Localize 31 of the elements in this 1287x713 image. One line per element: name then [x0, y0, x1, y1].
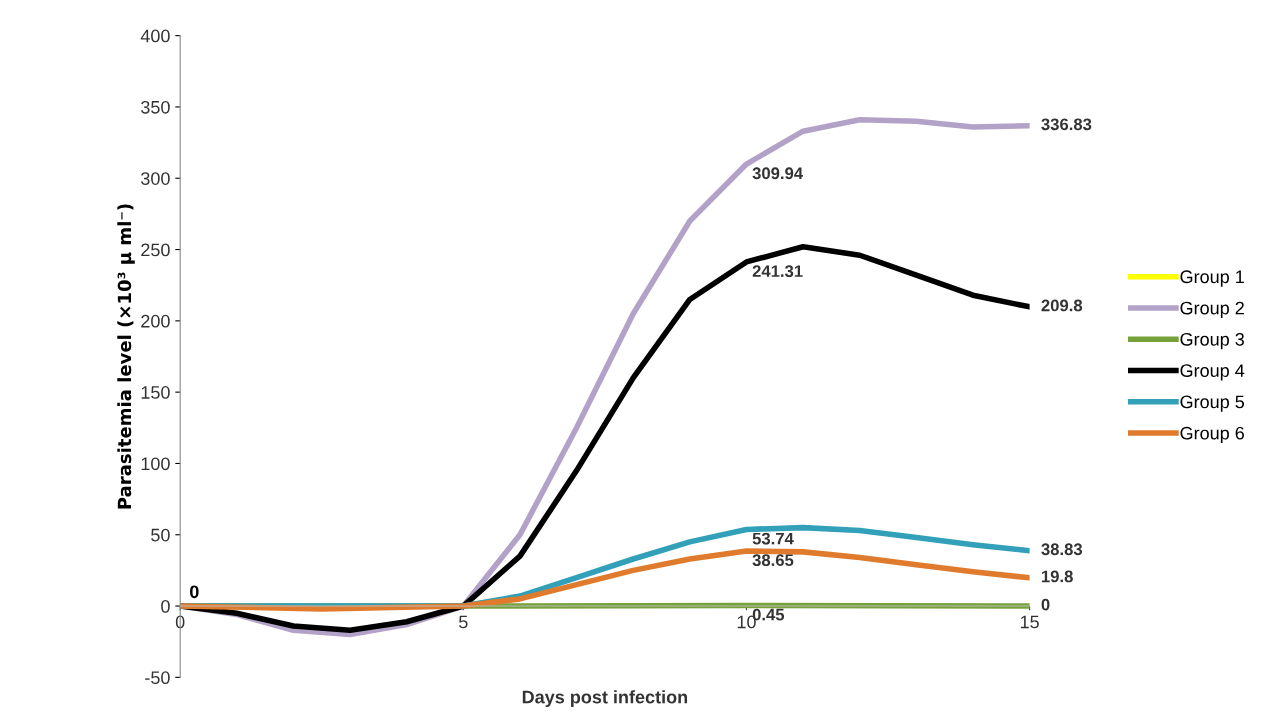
x-tick-label: 15 [1020, 615, 1039, 629]
data-label: 209.8 [1041, 299, 1083, 312]
legend-label: Group 4 [1180, 364, 1245, 381]
data-label: 309.94 [752, 167, 804, 180]
y-tick-label: 200 [141, 314, 170, 328]
data-label: 241.31 [752, 265, 803, 278]
y-axis-title: Parasitemia level (×10³ μ ml⁻) [117, 204, 135, 509]
legend-label: Group 1 [1180, 270, 1244, 287]
data-label: 38.83 [1041, 543, 1083, 556]
legend-label: Group 2 [1180, 301, 1244, 318]
y-tick-label: 50 [151, 528, 170, 542]
y-tick-label: -50 [145, 671, 170, 685]
y-tick-label: 300 [141, 172, 170, 185]
data-label: 38.65 [752, 554, 794, 567]
y-tick-label: 150 [141, 386, 170, 399]
x-axis-title: Days post infection [522, 690, 688, 708]
data-label: 19.8 [1041, 570, 1073, 583]
y-tick-label: 250 [141, 243, 170, 257]
legend-label: Group 5 [1180, 395, 1245, 412]
x-tick-label: 0 [175, 615, 185, 629]
data-label: 336.83 [1041, 118, 1092, 131]
data-label: 0 [190, 585, 199, 599]
legend-label: Group 6 [1180, 426, 1244, 444]
y-tick-label: 0 [161, 599, 170, 613]
x-tick-label: 5 [459, 615, 468, 629]
data-label: 0 [1041, 598, 1050, 611]
data-label: 53.74 [752, 532, 794, 545]
y-tick-label: 350 [141, 100, 170, 114]
legend-label: Group 3 [1180, 332, 1244, 350]
y-tick-label: 400 [140, 29, 170, 43]
y-tick-label: 100 [141, 457, 170, 471]
